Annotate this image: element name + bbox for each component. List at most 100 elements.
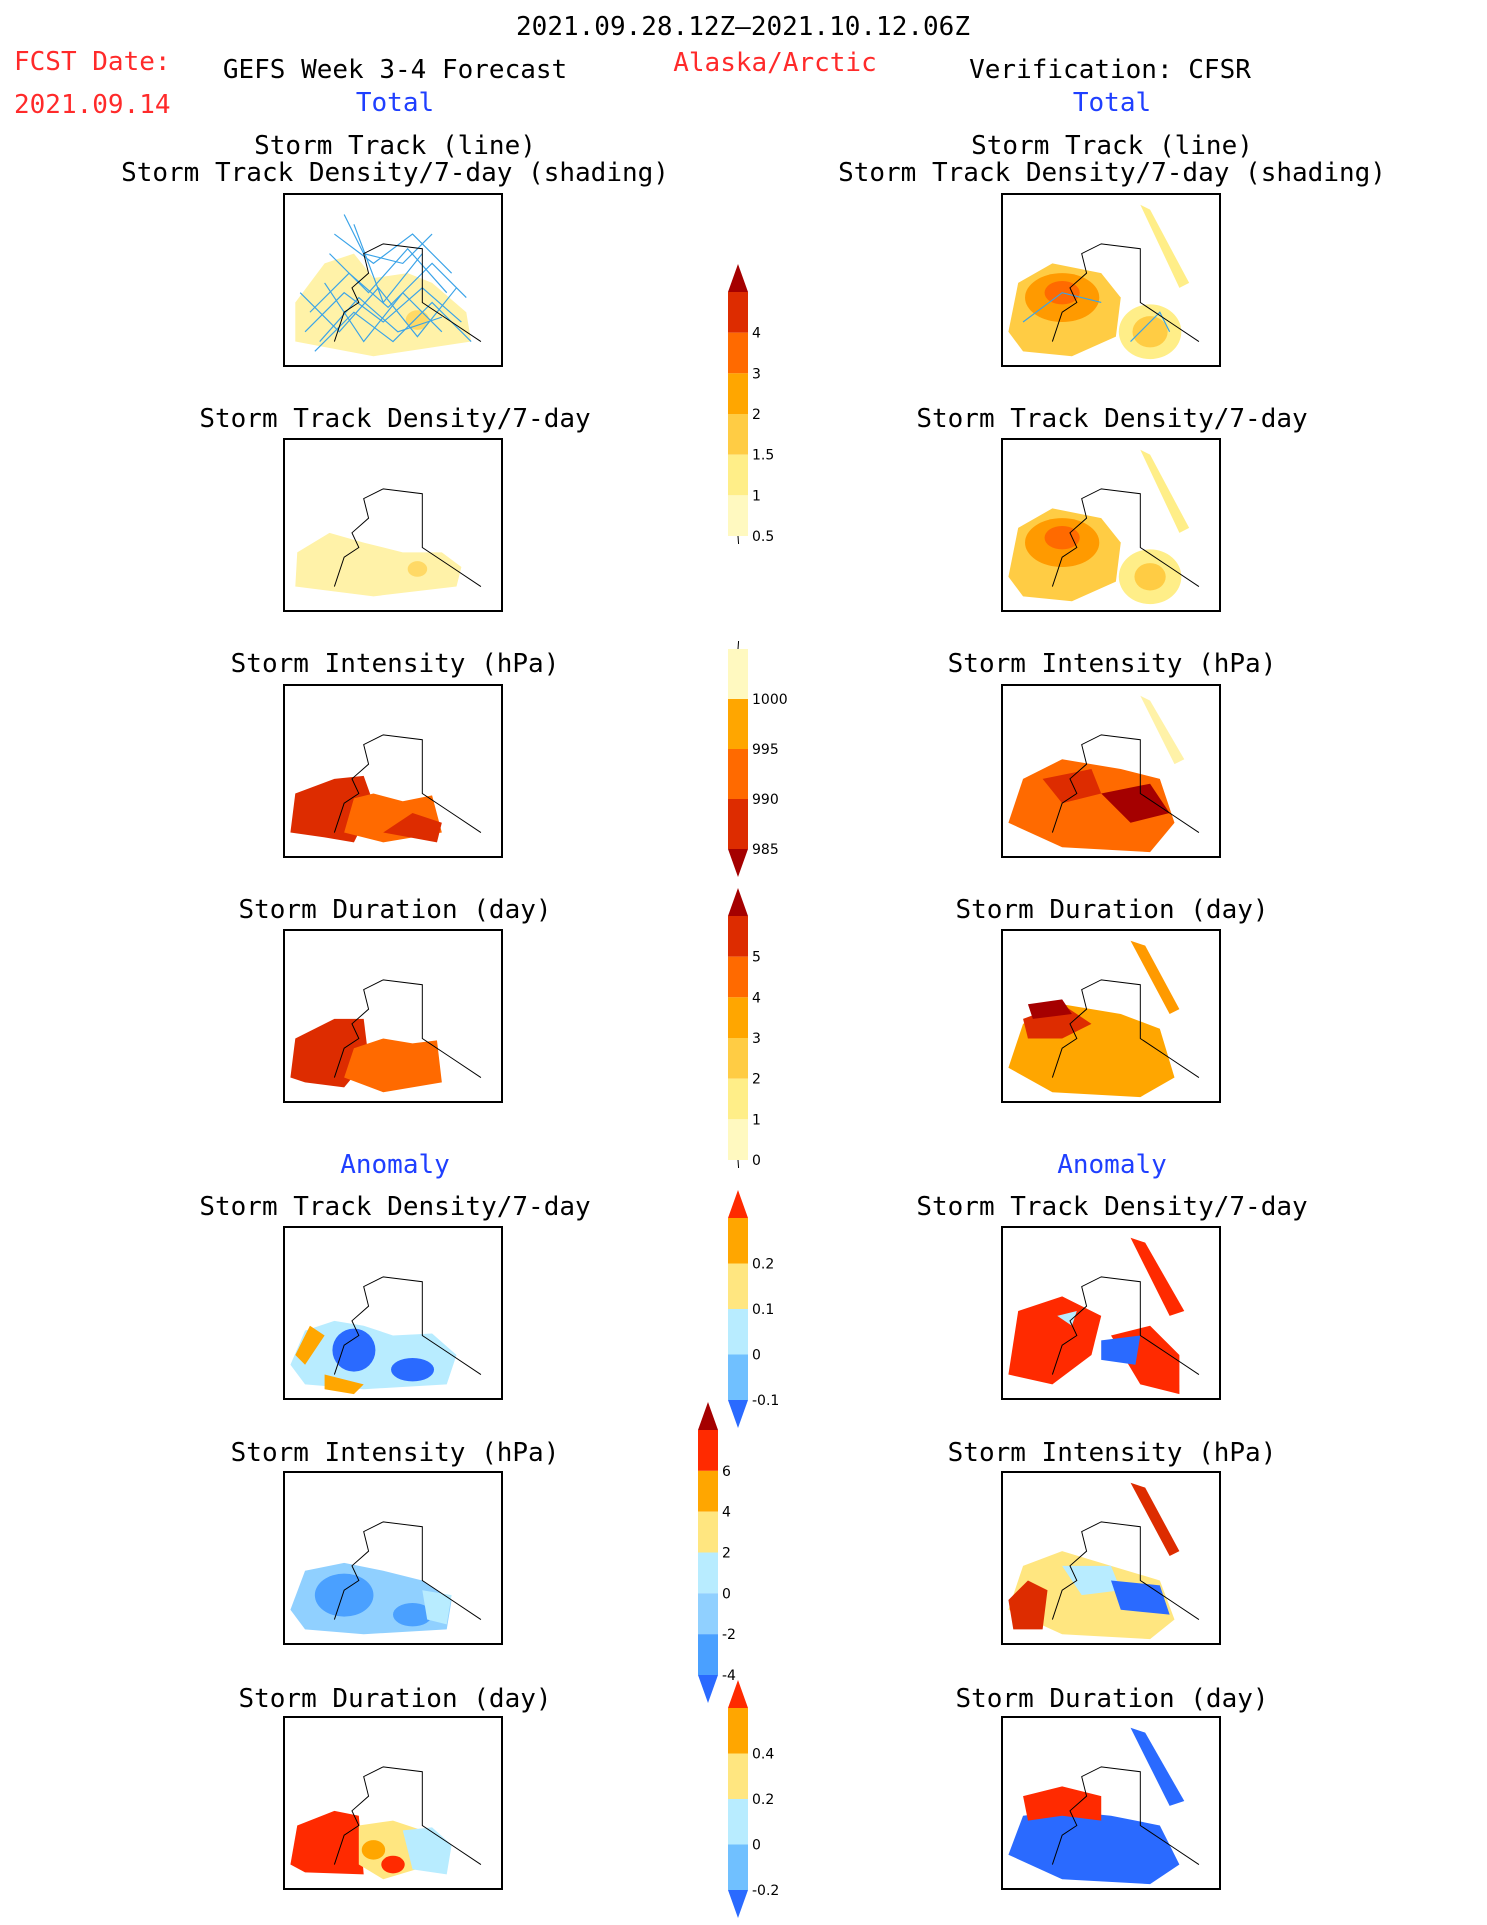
colorbar-segment (728, 1078, 748, 1120)
right-title-density-anom: Storm Track Density/7-day (916, 1192, 1308, 1222)
colorbar-arrow-top (698, 1402, 718, 1430)
map-left-duration-anomaly (283, 1716, 503, 1890)
colorbar-tick-label: 3 (752, 1031, 761, 1047)
fcst-date-label: FCST Date: (14, 47, 171, 77)
map-right-intensity (1001, 684, 1221, 858)
colorbar-tick-label: 995 (752, 742, 779, 758)
colorbar-arrow-bottom (698, 1675, 718, 1703)
colorbar-segment (728, 956, 748, 998)
colorbar-arrow-top (728, 1680, 748, 1708)
colorbar-segment (728, 1354, 748, 1400)
colorbar-tick-label: 0.2 (752, 1257, 774, 1273)
model-title: GEFS Week 3-4 Forecast (222, 55, 568, 85)
map-right-track-density (1001, 438, 1221, 612)
map-left-track-density-lines (283, 193, 503, 367)
colorbar-tick-label: 5 (752, 950, 761, 966)
colorbar-tick-label: -0.1 (752, 1393, 779, 1409)
right-title-duration: Storm Duration (day) (955, 895, 1269, 925)
total-right-label: Total (1072, 88, 1152, 118)
colorbar-tail (737, 535, 740, 544)
map-right-duration (1001, 929, 1221, 1103)
colorbar-segment (728, 495, 748, 536)
map-left-track-density (283, 438, 503, 612)
colorbar-segment (728, 997, 748, 1038)
total-left-label: Total (355, 88, 435, 118)
colorbar-segment (698, 1552, 718, 1594)
colorbar-segment (728, 292, 748, 333)
colorbar-tick-label: 3 (752, 366, 761, 382)
colorbar-tick-label: -2 (722, 1627, 736, 1643)
colorbar-tail (737, 641, 740, 650)
map-right-duration-anomaly (1001, 1716, 1221, 1890)
colorbar-tick-label: 985 (752, 842, 779, 858)
colorbar-segment (728, 1753, 748, 1799)
colorbar-arrow-bottom (728, 849, 748, 877)
colorbar-segment (728, 916, 748, 957)
colorbar-tick-label: -0.2 (752, 1883, 779, 1899)
left-title-intensity: Storm Intensity (hPa) (230, 649, 560, 679)
right-title-duration-anom: Storm Duration (day) (955, 1684, 1269, 1714)
verification-title: Verification: CFSR (969, 55, 1251, 85)
colorbar-tick-label: -4 (722, 1668, 736, 1684)
colorbar-tick-label: 6 (722, 1464, 731, 1480)
colorbar-segment (698, 1593, 718, 1635)
colorbar-intensity-total: 1000995990985980 (728, 641, 788, 877)
colorbar-segment (728, 1218, 748, 1264)
colorbar-segment (728, 649, 748, 699)
colorbar-arrow-bottom (728, 1890, 748, 1918)
right-title-density: Storm Track Density/7-day (916, 404, 1308, 434)
colorbar-tick-label: 1 (752, 1112, 761, 1128)
colorbar-segment (728, 1309, 748, 1355)
colorbar-tick-label: 2 (752, 1072, 761, 1088)
colorbar-tick-label: 0.4 (752, 1747, 774, 1763)
map-right-density-anomaly (1001, 1226, 1221, 1400)
anomaly-left-label: Anomaly (340, 1150, 450, 1180)
map-right-track-density-lines (1001, 193, 1221, 367)
left-title-track-shading: Storm Track Density/7-day (shading) (121, 158, 669, 188)
colorbar-segment (728, 799, 748, 849)
colorbar-tick-label: 1.5 (752, 448, 774, 464)
colorbar-segment (728, 1038, 748, 1079)
colorbar-tick-label: 0 (752, 1348, 761, 1364)
colorbar-segment (728, 1799, 748, 1845)
date-range-title: 2021.09.28.12Z–2021.10.12.06Z (516, 12, 970, 42)
colorbar-tick-label: 2 (722, 1546, 731, 1562)
left-title-density-anom: Storm Track Density/7-day (199, 1192, 591, 1222)
colorbar-tick-label: 0 (752, 1838, 761, 1854)
colorbar-segment (698, 1470, 718, 1512)
left-title-density: Storm Track Density/7-day (199, 404, 591, 434)
map-left-density-anomaly (283, 1226, 503, 1400)
colorbar-tick-label: 4 (752, 326, 761, 342)
right-title-track-shading: Storm Track Density/7-day (shading) (838, 158, 1386, 188)
left-title-duration-anom: Storm Duration (day) (238, 1684, 552, 1714)
colorbar-density-total: 4 3 2 1.5 1 0.5 (728, 264, 774, 544)
colorbar-segment (698, 1511, 718, 1553)
colorbar-segment (728, 749, 748, 799)
right-title-track-line: Storm Track (line) (971, 131, 1253, 161)
colorbar-density-anomaly: 0.20.10-0.1-0.2 (728, 1190, 779, 1428)
fcst-date-value: 2021.09.14 (14, 90, 171, 120)
colorbar-arrow-top (728, 1190, 748, 1218)
colorbar-tick-label: 0 (722, 1586, 731, 1602)
colorbar-arrow-top (728, 264, 748, 292)
right-title-intensity-anom: Storm Intensity (hPa) (947, 1438, 1277, 1468)
region-title: Alaska/Arctic (673, 48, 877, 78)
colorbar-duration-total: 5 4 3 2 1 0 (728, 888, 761, 1168)
colorbar-tick-label: 1000 (752, 692, 788, 708)
colorbar-tick-label: 4 (752, 990, 761, 1006)
colorbar-segment (728, 332, 748, 374)
colorbar-tick-label: 0.2 (752, 1792, 774, 1808)
left-title-track-line: Storm Track (line) (254, 131, 536, 161)
colorbar-segment (728, 1708, 748, 1754)
colorbar-segment (698, 1634, 718, 1675)
colorbar-segment (728, 414, 748, 455)
colorbar-tick-label: 4 (722, 1505, 731, 1521)
anomaly-right-label: Anomaly (1057, 1150, 1167, 1180)
colorbar-segment (728, 1844, 748, 1890)
map-left-intensity (283, 684, 503, 858)
colorbar-tick-label: 1 (752, 488, 761, 504)
colorbar-tick-label: 0 (752, 1153, 761, 1168)
right-title-intensity: Storm Intensity (hPa) (947, 649, 1277, 679)
colorbar-duration-anomaly: 0.40.20-0.2-0.4 (728, 1680, 779, 1918)
